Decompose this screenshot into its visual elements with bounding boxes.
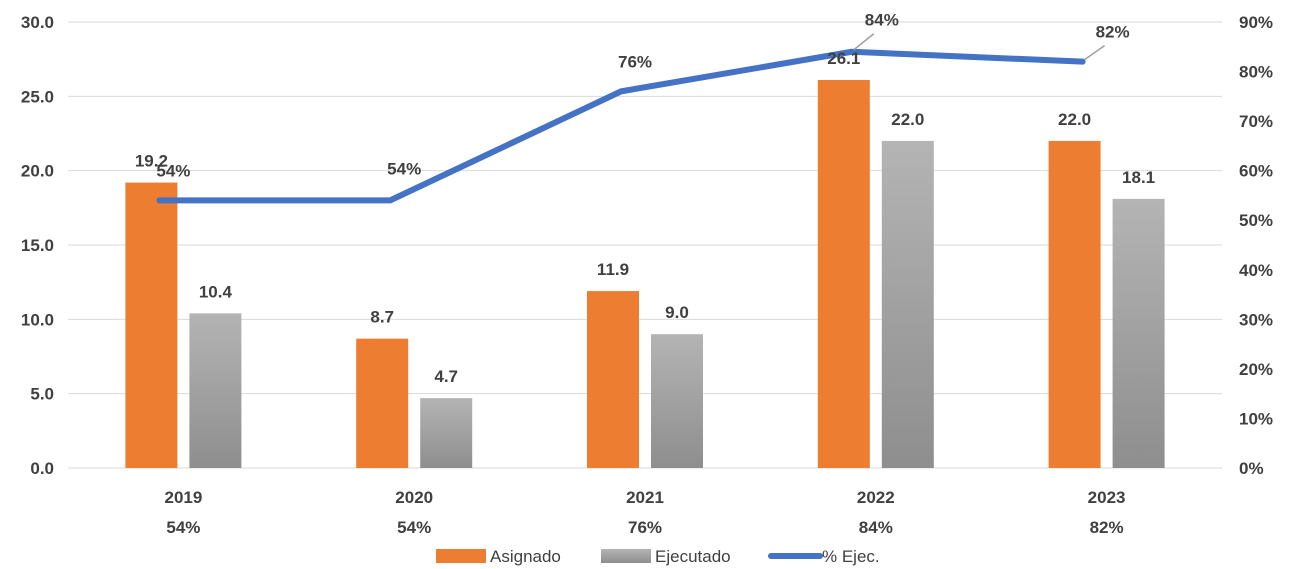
y-right-tick-label: 30% [1239,310,1273,329]
x-tick-label: 2022 [857,488,895,507]
line-series [156,48,1086,204]
bar-ejecutado [1112,198,1165,468]
data-label-asignado: 11.9 [597,260,629,279]
legend: Asignado Ejecutado % Ejec. [436,547,880,566]
legend-label-asignado: Asignado [490,547,561,566]
data-label-pct-ejec: 84% [865,11,899,30]
y-right-tick-label: 0% [1239,459,1264,478]
data-label-asignado: 19.2 [135,152,168,171]
bar-asignado [356,338,409,468]
y-left-tick-label: 30.0 [21,13,54,32]
y-right-tick-label: 50% [1239,211,1273,230]
y-left-tick-label: 10.0 [21,310,54,329]
bar-asignado [817,79,870,468]
data-labels: 19.2 10.4 8.7 4.7 11.9 9.0 26.1 22.0 22.0 18.1 54%… [135,11,1155,386]
y-right-tick-label: 40% [1239,261,1273,280]
bar-asignado [587,291,639,468]
y-right-tick-label: 70% [1239,112,1273,131]
x-tick-label: 2019 [164,488,202,507]
gridlines [68,21,1222,469]
y-left-tick-label: 0.0 [30,459,54,478]
data-label-pct-ejec: 54% [156,161,190,180]
y-right-tick-label: 20% [1239,360,1273,379]
bar-asignado [125,182,178,468]
data-label-ejecutado: 9.0 [665,303,689,322]
y-left-tick-label: 20.0 [21,162,54,181]
x-tick-label: 2023 [1088,488,1126,507]
data-label-ejecutado: 10.4 [199,282,233,301]
data-label-ejecutado: 18.1 [1122,168,1155,187]
x-tick-label: 2021 [626,488,664,507]
x-tick-sublabel: 84% [859,518,893,537]
axes: 0.0 5.0 10.0 15.0 20.0 25.0 30.0 0% 10% 20% 30% 40%… [21,13,1273,537]
x-tick-sublabel: 82% [1090,518,1124,537]
data-label-pct-ejec: 76% [618,52,652,71]
leader-line [853,33,875,51]
data-label-pct-ejec: 82% [1096,23,1130,42]
data-label-pct-ejec: 54% [387,159,421,178]
x-tick-label: 2020 [395,488,433,507]
bar-ejecutado [881,140,934,468]
y-left-tick-label: 25.0 [21,87,54,106]
x-tick-sublabel: 54% [397,518,431,537]
bar-asignado [1048,140,1101,468]
y-right-tick-label: 80% [1239,63,1273,82]
legend-swatch-ejecutado [601,549,651,563]
x-tick-sublabel: 76% [628,518,662,537]
bar-ejecutado [420,398,473,468]
line-pct-ejec [156,48,1086,204]
bar-ejecutado [651,334,703,468]
bar-series [125,79,1165,468]
data-label-asignado: 8.7 [370,308,394,327]
data-label-ejecutado: 22.0 [891,110,924,129]
y-right-tick-label: 10% [1239,409,1273,428]
y-left-tick-label: 5.0 [30,385,54,404]
x-tick-sublabel: 54% [166,518,200,537]
leader-line [1084,45,1106,61]
legend-swatch-asignado [436,549,486,563]
y-right-tick-label: 60% [1239,162,1273,181]
legend-label-pct-ejec: % Ejec. [822,547,880,566]
legend-label-ejecutado: Ejecutado [655,547,731,566]
y-right-tick-label: 90% [1239,13,1273,32]
data-label-asignado: 22.0 [1058,110,1091,129]
bar-ejecutado [189,313,242,468]
y-left-tick-label: 15.0 [21,236,54,255]
data-label-asignado: 26.1 [827,49,860,68]
data-label-ejecutado: 4.7 [434,367,458,386]
